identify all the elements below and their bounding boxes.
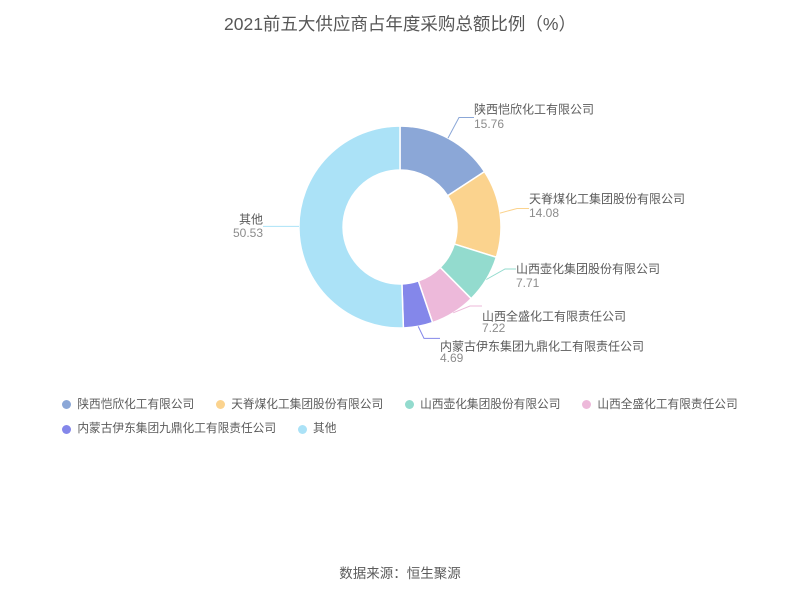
svg-text:50.53: 50.53: [233, 226, 263, 240]
svg-text:4.69: 4.69: [440, 351, 464, 365]
svg-text:14.08: 14.08: [529, 206, 559, 220]
svg-text:天脊煤化工集团股份有限公司: 天脊煤化工集团股份有限公司: [529, 191, 685, 206]
svg-text:山西壶化集团股份有限公司: 山西壶化集团股份有限公司: [516, 261, 660, 276]
svg-text:陕西恺欣化工有限公司: 陕西恺欣化工有限公司: [474, 102, 594, 117]
svg-text:内蒙古伊东集团九鼎化工有限责任公司: 内蒙古伊东集团九鼎化工有限责任公司: [440, 339, 644, 354]
svg-text:7.22: 7.22: [482, 321, 506, 335]
svg-text:其他: 其他: [239, 213, 263, 227]
svg-text:15.76: 15.76: [474, 117, 504, 131]
svg-text:7.71: 7.71: [516, 276, 540, 290]
